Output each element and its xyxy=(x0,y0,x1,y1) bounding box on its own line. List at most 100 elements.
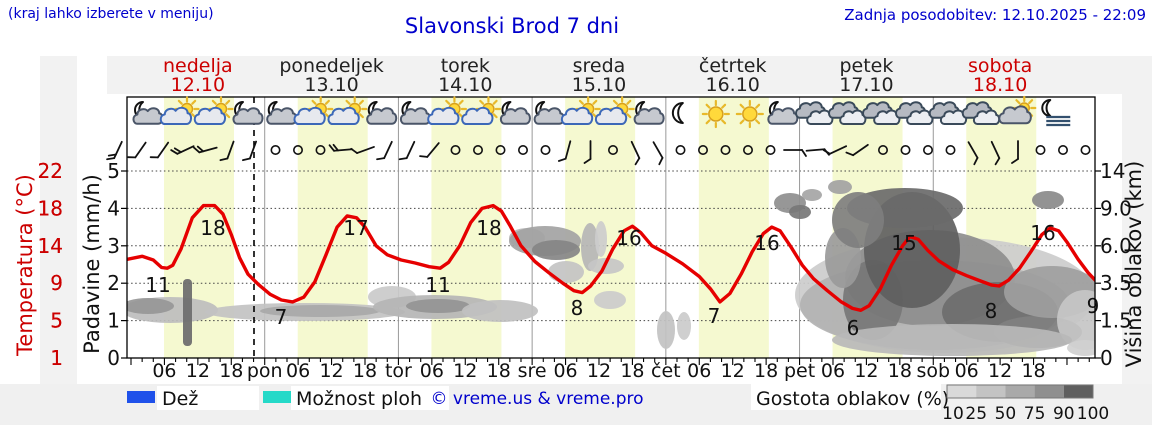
rain-legend-label: Dež xyxy=(162,388,198,410)
barb-staff xyxy=(990,140,1001,160)
weather-icon-sun xyxy=(735,99,764,129)
density-bar-border xyxy=(946,384,1094,399)
weather-icon-moon-cloud xyxy=(366,101,398,125)
cloud-height-tick-label: 6.0 xyxy=(1100,234,1132,258)
barb-group xyxy=(845,143,869,157)
barb-feather xyxy=(107,153,117,157)
barb-group xyxy=(350,146,375,154)
temperature-axis-title: Temperatura (°C) xyxy=(13,174,37,357)
day-name: petek xyxy=(839,55,893,77)
wind-barb-icon xyxy=(630,140,641,166)
wind-barb-icon xyxy=(822,145,848,155)
barb-feather xyxy=(994,157,1001,166)
weather-icon-sun-cloud xyxy=(594,96,635,126)
barb-staff xyxy=(156,141,170,159)
barb-group xyxy=(967,141,979,166)
weather-icon-cloud xyxy=(828,101,867,125)
temperature-tick-label: 5 xyxy=(50,309,63,333)
barb-staff xyxy=(383,140,393,160)
wind-calm-icon xyxy=(450,145,461,155)
temperature-tick-label: 5 xyxy=(50,309,63,333)
left-gray-strip xyxy=(40,56,77,386)
sun-ray xyxy=(225,113,231,119)
time-label: 06 xyxy=(420,360,444,382)
barb-feather xyxy=(242,157,251,162)
cloud-blob xyxy=(532,240,580,260)
sun-ray xyxy=(626,99,632,105)
time-label: 12 xyxy=(988,360,1012,382)
wind-barb-icon xyxy=(1011,140,1019,164)
calm-circle xyxy=(473,145,483,155)
day-name: sobota xyxy=(968,55,1032,77)
weather-icon-sun-cloud xyxy=(193,96,234,126)
temperature-value-label: 11 xyxy=(145,273,170,297)
density-tick-label: 25 xyxy=(965,404,987,424)
cloud-height-tick-label: 3.5 xyxy=(1100,271,1132,295)
cloud-icon xyxy=(366,107,398,125)
precipitation-tick-label: 4 xyxy=(107,196,120,220)
weather-icon-cloud xyxy=(795,101,834,125)
wind-calm-icon xyxy=(540,145,551,155)
cloud-icon xyxy=(293,106,326,126)
sun-ray xyxy=(492,113,498,119)
day-date: 13.10 xyxy=(304,74,358,96)
calm-circle xyxy=(608,145,618,155)
barb-feather xyxy=(106,157,116,161)
barb-staff xyxy=(630,140,641,160)
barb-group xyxy=(652,141,664,166)
precipitation-tick-label: 1 xyxy=(107,309,120,333)
cloud-blob xyxy=(406,299,470,313)
temperature-value-label: 7 xyxy=(275,305,288,329)
weather-icon-moon xyxy=(671,102,684,124)
cloud-height-tick-label: 0 xyxy=(1100,346,1113,370)
day-name: sreda xyxy=(573,55,626,77)
copyright-link[interactable]: © vreme.us & vreme.pro xyxy=(430,389,643,409)
sun-ray xyxy=(358,99,364,105)
barb-staff xyxy=(356,146,375,154)
barb-staff xyxy=(967,141,979,159)
cloud-icon xyxy=(998,105,1032,125)
cloud-density-legend-label: Gostota oblakov (%) xyxy=(756,388,949,410)
cloud-blob xyxy=(260,305,380,317)
time-label: 06 xyxy=(553,360,577,382)
barb-feather xyxy=(328,144,335,152)
weather-icon-sun-cloud xyxy=(159,96,200,126)
barb-group xyxy=(328,143,353,152)
barb-feather xyxy=(583,158,592,164)
sun-ray xyxy=(721,119,727,125)
sun-ray xyxy=(492,99,498,105)
calm-circle xyxy=(1035,145,1046,155)
temperature-line xyxy=(127,203,1095,312)
cloud-icon xyxy=(533,107,565,125)
precipitation-tick-label: 2 xyxy=(107,271,120,295)
calm-circle xyxy=(293,145,303,155)
moon-icon xyxy=(671,102,684,124)
cloud-blob xyxy=(802,189,822,201)
wind-calm-icon xyxy=(315,145,326,155)
sun-ray xyxy=(739,119,745,125)
wind-calm-icon xyxy=(900,145,911,155)
wind-calm-icon xyxy=(945,145,956,155)
wind-calm-icon xyxy=(293,145,303,155)
day-abbrev-label: sob xyxy=(916,360,950,382)
cloud-height-axis-title: Višina oblakov (km) xyxy=(1122,161,1146,368)
barb-feather xyxy=(170,149,179,155)
density-tick-label: 50 xyxy=(995,404,1017,424)
density-segment xyxy=(1005,385,1035,398)
temperature-tick-label: 14 xyxy=(38,234,63,258)
barb-group xyxy=(170,145,195,155)
barb-group xyxy=(1011,140,1019,164)
barb-staff xyxy=(226,140,235,160)
barb-group xyxy=(219,140,235,162)
time-label: 12 xyxy=(587,360,611,382)
wind-barb-icon xyxy=(192,145,218,154)
cloud-blob xyxy=(1057,290,1095,350)
temperature-value-label: 16 xyxy=(754,231,779,255)
plot-border xyxy=(126,96,1096,359)
time-label: 06 xyxy=(286,360,310,382)
sun-icon xyxy=(742,106,758,122)
wind-calm-icon xyxy=(765,145,776,155)
wind-barb-icon xyxy=(350,146,375,154)
wind-barb-icon xyxy=(652,141,664,166)
